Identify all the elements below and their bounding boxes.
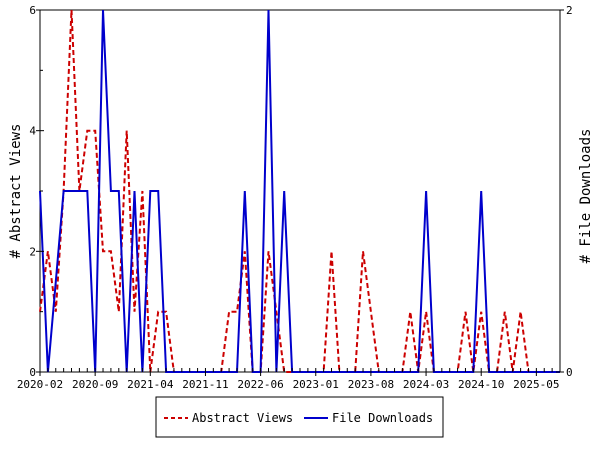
x-tick-label: 2023-01 bbox=[293, 378, 339, 391]
y-axis-right: 02 bbox=[556, 4, 573, 379]
y-right-tick-label: 0 bbox=[566, 366, 573, 379]
x-tick-label: 2020-02 bbox=[17, 378, 63, 391]
y-axis-left: 0 2 4 6 bbox=[29, 4, 44, 379]
x-tick-label: 2024-03 bbox=[403, 378, 449, 391]
legend-label-file-downloads: File Downloads bbox=[332, 411, 433, 425]
y-axis-left-title: # Abstract Views bbox=[8, 124, 24, 259]
y-left-tick-label: 2 bbox=[29, 245, 36, 258]
x-tick-label: 2023-08 bbox=[348, 378, 394, 391]
x-tick-label: 2020-09 bbox=[72, 378, 118, 391]
series-line-abstract-views bbox=[39, 9, 560, 373]
x-tick-label: 2025-05 bbox=[513, 378, 559, 391]
legend-label-abstract-views: Abstract Views bbox=[192, 411, 293, 425]
y-left-tick-label: 6 bbox=[29, 4, 36, 17]
y-axis-right-title: # File Downloads bbox=[578, 129, 594, 264]
y-right-tick-label: 2 bbox=[566, 4, 573, 17]
y-left-tick-label: 4 bbox=[29, 125, 36, 138]
plot-area bbox=[39, 9, 561, 373]
x-tick-label: 2021-04 bbox=[127, 378, 174, 391]
x-tick-label: 2024-10 bbox=[458, 378, 504, 391]
legend: Abstract Views File Downloads bbox=[155, 396, 444, 438]
legend-box bbox=[155, 396, 444, 438]
x-tick-label: 2022-06 bbox=[237, 378, 283, 391]
y-left-tick-label: 0 bbox=[29, 366, 36, 379]
x-tick-label: 2021-11 bbox=[182, 378, 228, 391]
x-axis: 2020-02 2020-09 2021-04 2021-11 2022-06 2023-… bbox=[17, 368, 561, 391]
